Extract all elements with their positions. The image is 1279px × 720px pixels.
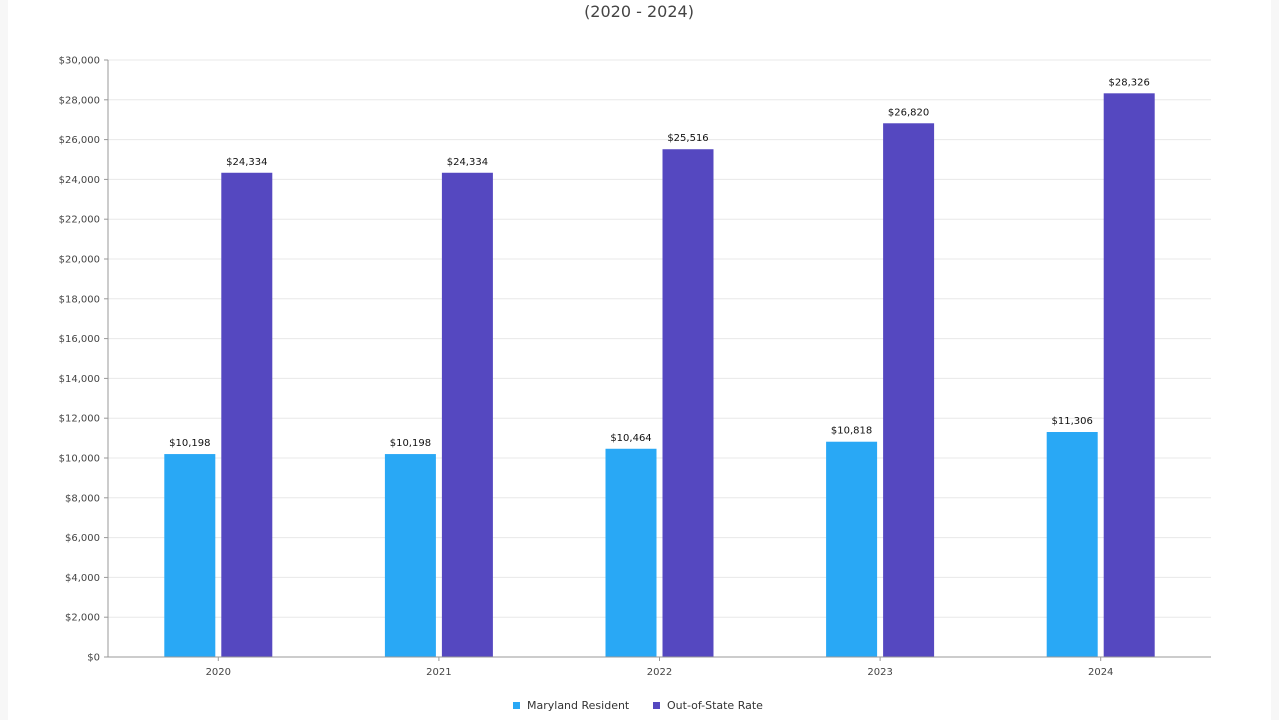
resident-bar-2023	[826, 441, 878, 657]
y-tick-label: $0	[87, 653, 100, 664]
legend-swatch-1	[653, 702, 660, 709]
x-tick-label: 2020	[206, 667, 231, 678]
resident-bar-2021	[384, 454, 436, 657]
x-axis-ticks: 2020 2021 2022 2023 2024	[206, 657, 1113, 678]
resident-bar-2022	[605, 448, 657, 657]
resident-bar-2024	[1046, 432, 1098, 657]
bar-value-label: $10,818	[831, 426, 872, 437]
out-of-state-bar-2023	[883, 123, 935, 658]
x-tick-label: 2024	[1088, 667, 1113, 678]
chart-container: (2020 - 2024) $0 $2,000 $4,000 $6,000 $8,000…	[8, 0, 1271, 720]
bar-value-label: $10,464	[610, 433, 651, 444]
y-tick-label: $20,000	[59, 255, 100, 266]
y-tick-label: $14,000	[59, 374, 100, 385]
y-tick-label: $24,000	[59, 175, 100, 186]
y-tick-label: $22,000	[59, 215, 100, 226]
legend-label: Maryland Resident	[527, 699, 630, 712]
legend: Maryland Resident Out-of-State Rate	[513, 699, 763, 712]
bar-value-label: $11,306	[1052, 416, 1093, 427]
y-tick-label: $16,000	[59, 334, 100, 345]
y-axis-ticks: $0 $2,000 $4,000 $6,000 $8,000 $10,000 $12,000…	[59, 56, 108, 664]
y-tick-label: $26,000	[59, 135, 100, 146]
y-tick-label: $10,000	[59, 454, 100, 465]
chart-subtitle: (2020 - 2024)	[584, 2, 694, 21]
y-tick-label: $2,000	[65, 613, 100, 624]
out-of-state-bar-2020	[221, 172, 273, 657]
y-tick-label: $30,000	[59, 56, 100, 67]
x-tick-label: 2021	[426, 667, 451, 678]
x-tick-label: 2023	[867, 667, 892, 678]
bar-value-label: $26,820	[888, 107, 929, 118]
bar-chart: (2020 - 2024) $0 $2,000 $4,000 $6,000 $8,000…	[59, 2, 1211, 712]
bar-value-label: $25,516	[667, 133, 708, 144]
y-tick-label: $6,000	[65, 533, 100, 544]
legend-label: Out-of-State Rate	[667, 699, 763, 712]
out-of-state-bar-2024	[1103, 93, 1155, 657]
y-tick-label: $4,000	[65, 573, 100, 584]
grid-lines	[108, 59, 1211, 618]
bars: $10,198 $24,334 $10,198 $24,334 $10,464 $25,5…	[164, 77, 1155, 658]
bar-value-label: $24,334	[447, 157, 488, 168]
resident-bar-2020	[164, 454, 216, 657]
y-tick-label: $8,000	[65, 493, 100, 504]
legend-swatch-0	[513, 702, 520, 709]
bar-value-label: $10,198	[390, 438, 431, 449]
bar-value-label: $24,334	[226, 157, 267, 168]
bar-value-label: $28,326	[1109, 77, 1150, 88]
y-tick-label: $18,000	[59, 294, 100, 305]
out-of-state-bar-2021	[441, 172, 493, 657]
y-tick-label: $12,000	[59, 414, 100, 425]
y-tick-label: $28,000	[59, 95, 100, 106]
out-of-state-bar-2022	[662, 149, 714, 657]
bar-value-label: $10,198	[169, 438, 210, 449]
x-tick-label: 2022	[647, 667, 672, 678]
